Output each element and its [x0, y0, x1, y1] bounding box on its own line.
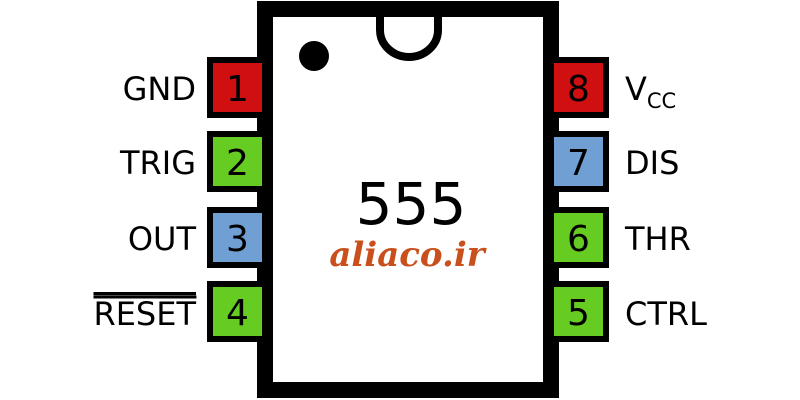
pin-6-number: 6: [567, 219, 590, 260]
pin-3-label: OUT: [128, 220, 197, 258]
pin-2-number: 2: [226, 143, 249, 184]
pin-1-label: GND: [123, 70, 196, 108]
pin-5-label: CTRL: [625, 295, 707, 333]
pin-5-box: [548, 281, 609, 342]
pin-4-box: [207, 281, 268, 342]
pin-8: 8 VCC: [548, 57, 676, 118]
pin-3-number: 3: [226, 219, 249, 260]
pin-4-number: 4: [226, 293, 249, 334]
pin-8-label-main: V: [625, 70, 647, 108]
pin-7-label: DIS: [625, 144, 679, 182]
pin-8-box: [548, 57, 609, 118]
pin1-dot-icon: [299, 41, 329, 71]
pin-8-label: VCC: [625, 70, 676, 113]
pin-5-number: 5: [567, 293, 590, 334]
pin-8-number: 8: [567, 69, 590, 110]
pin-8-label-sub: CC: [647, 89, 676, 113]
pin-1: 1 GND: [123, 57, 268, 118]
pin-2: 2 TRIG: [119, 131, 268, 192]
chip-notch: [376, 9, 442, 61]
pin-3: 3 OUT: [128, 207, 268, 268]
right-pins: 8 VCC 7 DIS 6 THR 5 CTRL: [548, 57, 707, 342]
chip-body: [257, 1, 559, 398]
watermark: aliaco.ir: [329, 235, 486, 275]
pin-4: 4 RESET: [93, 281, 268, 342]
pin-6-box: [548, 207, 609, 268]
pin-7-box: [548, 131, 609, 192]
pin-5: 5 CTRL: [548, 281, 707, 342]
pin-7: 7 DIS: [548, 131, 679, 192]
chip-name: 555: [356, 170, 467, 238]
pin-7-number: 7: [567, 143, 590, 184]
pin-6: 6 THR: [548, 207, 691, 268]
pin-2-label: TRIG: [119, 144, 196, 182]
pin-4-label: RESET: [93, 295, 196, 333]
pin-6-label: THR: [624, 220, 691, 258]
pin-1-box: [207, 57, 268, 118]
left-pins: 1 GND 2 TRIG 3 OUT 4 RESET: [93, 57, 268, 342]
pin-2-box: [207, 131, 268, 192]
pin-3-box: [207, 207, 268, 268]
pin-1-number: 1: [226, 69, 249, 110]
